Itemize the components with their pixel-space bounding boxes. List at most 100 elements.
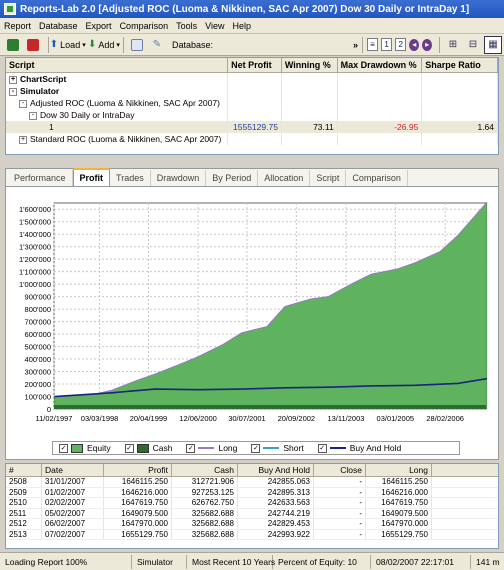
toolbar-overflow[interactable]: » <box>353 39 359 50</box>
checkbox-icon[interactable]: ✓ <box>124 443 134 453</box>
menu-database[interactable]: Database <box>39 20 78 31</box>
add-button[interactable]: ⬇ Add ▾ <box>88 36 120 54</box>
tab-performance[interactable]: Performance <box>8 170 73 186</box>
collapse-icon[interactable]: - <box>19 99 27 108</box>
y-tick-label: 500'000 <box>25 343 51 352</box>
tools-button[interactable]: ✎ <box>148 36 166 54</box>
results-grid-row[interactable]: + ChartScript <box>6 73 498 85</box>
col-index[interactable]: # <box>6 464 42 476</box>
load-button[interactable]: ⬆ Load ▾ <box>50 36 86 54</box>
script-cell: + ChartScript <box>6 73 229 85</box>
y-tick-label: 1'500'000 <box>19 218 51 227</box>
results-grid-row[interactable]: - Adjusted ROC (Luoma & Nikkinen, SAC Apr… <box>6 97 498 109</box>
page-first-button[interactable]: ≡ <box>366 38 378 51</box>
legend-label: Short <box>283 443 304 453</box>
col-long[interactable]: Long <box>366 464 432 476</box>
page-1-button[interactable]: 1 <box>380 38 393 51</box>
x-tick-label: 20/09/2002 <box>278 414 316 423</box>
drawdown-cell <box>338 73 423 85</box>
app-icon <box>4 3 16 15</box>
col-close[interactable]: Close <box>314 464 366 476</box>
tab-by-period[interactable]: By Period <box>206 170 259 186</box>
copy-button[interactable] <box>128 36 146 54</box>
x-tick-label: 20/04/1999 <box>130 414 168 423</box>
legend-item[interactable]: ✓ Short <box>251 443 304 453</box>
script-label: Adjusted ROC (Luoma & Nikkinen, SAC Apr … <box>30 98 220 108</box>
tab-allocation[interactable]: Allocation <box>258 170 311 186</box>
splitter[interactable] <box>0 158 504 164</box>
previous-button[interactable]: ◂ <box>409 38 420 51</box>
table-row[interactable]: 2511 05/02/2007 1649079.500 325682.688 24274… <box>6 508 498 519</box>
script-label: Standard ROC (Luoma & Nikkinen, SAC Apr … <box>30 134 222 144</box>
checkbox-icon[interactable]: ✓ <box>317 443 327 453</box>
menu-tools[interactable]: Tools <box>176 20 198 31</box>
checkbox-icon[interactable]: ✓ <box>251 443 261 453</box>
table-cell: 242855.063 <box>238 477 314 487</box>
table-row[interactable]: 2513 07/02/2007 1655129.750 325682.688 24299… <box>6 529 498 540</box>
table-cell: - <box>314 519 366 529</box>
tab-drawdown[interactable]: Drawdown <box>151 170 207 186</box>
checkbox-icon[interactable]: ✓ <box>186 443 196 453</box>
table-cell: - <box>314 529 366 539</box>
col-cash[interactable]: Cash <box>172 464 238 476</box>
tab-comparison[interactable]: Comparison <box>346 170 408 186</box>
legend-item[interactable]: ✓ Cash <box>124 443 172 453</box>
layout-button[interactable]: ⊞ <box>444 36 462 54</box>
x-tick-label: 03/03/1998 <box>81 414 119 423</box>
col-profit[interactable]: Profit <box>104 464 172 476</box>
col-buy-and-hold[interactable]: Buy And Hold <box>238 464 314 476</box>
menu-comparison[interactable]: Comparison <box>119 20 169 31</box>
collapse-icon[interactable]: - <box>29 111 37 120</box>
results-grid-row[interactable]: - Simulator <box>6 85 498 97</box>
results-grid-body: + ChartScript - Simulator - Adjusted ROC (Luo… <box>6 73 498 145</box>
results-grid-row[interactable]: - Dow 30 Daily or IntraDay <box>6 109 498 121</box>
tab-script[interactable]: Script <box>310 170 347 186</box>
table-row[interactable]: 2509 01/02/2007 1646216.000 927253.125 24289… <box>6 487 498 498</box>
new-report-button[interactable] <box>4 36 22 54</box>
split-view-icon: ⊟ <box>468 39 478 50</box>
delete-report-button[interactable] <box>24 36 42 54</box>
script-label: Dow 30 Daily or IntraDay <box>40 110 135 120</box>
table-row[interactable]: 2508 31/01/2007 1646115.250 312721.906 24285… <box>6 477 498 488</box>
col-net-profit[interactable]: Net Profit <box>228 58 282 72</box>
legend-item[interactable]: ✓ Equity <box>59 443 111 453</box>
page-2-button[interactable]: 2 <box>395 38 407 51</box>
grid-layout-icon: ⊞ <box>448 39 458 50</box>
legend-item[interactable]: ✓ Long <box>186 443 237 453</box>
net-profit-cell <box>228 85 282 97</box>
menu-view[interactable]: View <box>205 20 225 31</box>
toolbar-separator <box>123 36 124 53</box>
menu-help[interactable]: Help <box>232 20 251 31</box>
results-grid-row[interactable]: 1 1555129.75 73.11 -26.95 1.64 <box>6 121 498 133</box>
split-view-button[interactable]: ⊟ <box>464 36 482 54</box>
menu-report[interactable]: Report <box>4 20 32 31</box>
expand-icon[interactable]: + <box>19 135 27 144</box>
table-cell: 2508 <box>6 477 42 487</box>
table-row[interactable]: 2512 06/02/2007 1647970.000 325682.688 24282… <box>6 519 498 530</box>
table-cell: 1655129.750 <box>104 529 172 539</box>
col-max-drawdown[interactable]: Max Drawdown % <box>338 58 423 72</box>
next-button[interactable]: ▸ <box>422 38 433 51</box>
col-script[interactable]: Script <box>6 58 229 72</box>
col-winning[interactable]: Winning % <box>282 58 338 72</box>
table-cell: 1647970.000 <box>104 519 172 529</box>
collapse-icon[interactable]: - <box>9 87 17 96</box>
menu-export[interactable]: Export <box>85 20 112 31</box>
tile-view-button[interactable]: ▦ <box>483 35 502 54</box>
table-row[interactable]: 2510 02/02/2007 1647619.750 626762.750 24263… <box>6 498 498 509</box>
tab-trades[interactable]: Trades <box>110 170 151 186</box>
x-tick-label: 03/01/2005 <box>377 414 415 423</box>
y-tick-label: 1'300'000 <box>19 243 51 252</box>
col-date[interactable]: Date <box>42 464 104 476</box>
expand-icon[interactable]: + <box>9 75 17 84</box>
script-label: 1 <box>49 122 54 132</box>
col-sharpe-ratio[interactable]: Sharpe Ratio <box>422 58 498 72</box>
results-grid-row[interactable]: + Standard ROC (Luoma & Nikkinen, SAC Apr… <box>6 133 498 145</box>
legend-item[interactable]: ✓ Buy And Hold <box>317 443 401 453</box>
checkbox-icon[interactable]: ✓ <box>59 443 68 453</box>
net-profit-cell <box>228 73 282 85</box>
winning-cell <box>282 133 338 145</box>
tab-profit[interactable]: Profit <box>72 168 111 186</box>
page-list-icon: ≡ <box>370 40 375 49</box>
profit-table-body: 2508 31/01/2007 1646115.250 312721.906 24285… <box>6 477 498 540</box>
